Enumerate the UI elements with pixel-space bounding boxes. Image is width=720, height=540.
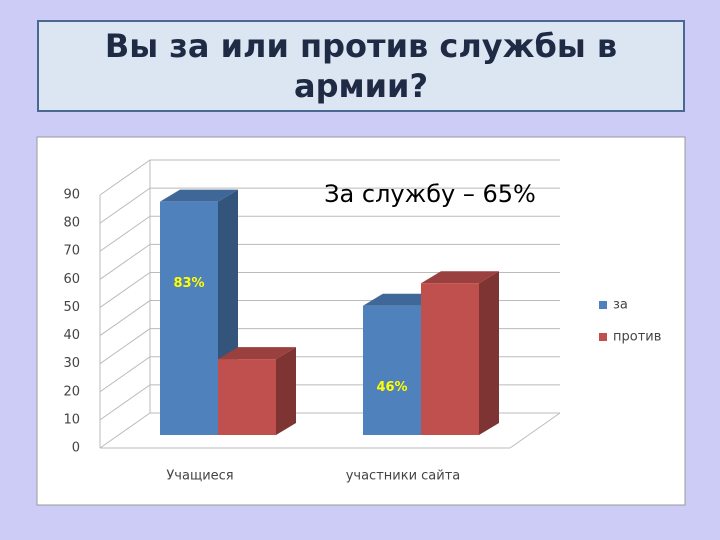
bar-top [218,347,296,360]
y-tick-label: 60 [63,272,80,287]
bar-top [421,271,499,284]
y-tick-label: 80 [63,216,80,231]
bar [363,305,421,435]
value-label: 46% [376,380,407,395]
value-label: 83% [173,276,204,291]
grid-line [99,187,560,224]
grid-line [99,215,560,252]
y-tick-label: 10 [63,412,80,427]
grid-line [99,159,560,196]
x-tick-label: Учащиеся [166,469,233,484]
y-tick-label: 50 [63,300,80,315]
annotation: За службу – 65% [324,180,536,208]
title-box: Вы за или против службы в армии? [37,20,685,112]
y-tick-label: 30 [63,356,80,371]
legend-swatch [599,333,607,341]
floor-edge [509,412,561,449]
legend-label: против [613,330,661,345]
chart-title: Вы за или против службы в армии? [104,27,618,105]
y-tick-label: 90 [63,188,80,203]
legend-swatch [599,301,607,309]
bar [421,283,479,435]
grid-line [99,271,560,308]
bar-top [160,189,238,202]
legend-label: за [613,298,628,313]
y-tick-label: 70 [63,244,80,259]
grid-line [99,243,560,280]
bar [218,359,276,435]
y-tick-label: 20 [63,384,80,399]
y-tick-label: 0 [72,441,80,456]
y-tick-label: 40 [63,328,80,343]
bar [160,201,218,435]
chart-area [36,136,686,506]
bars: Учащиеся участники сайта 83% 46% за против [160,189,661,484]
bar-side [479,271,499,435]
bar-side [276,347,296,435]
x-tick-label: участники сайта [346,469,461,484]
